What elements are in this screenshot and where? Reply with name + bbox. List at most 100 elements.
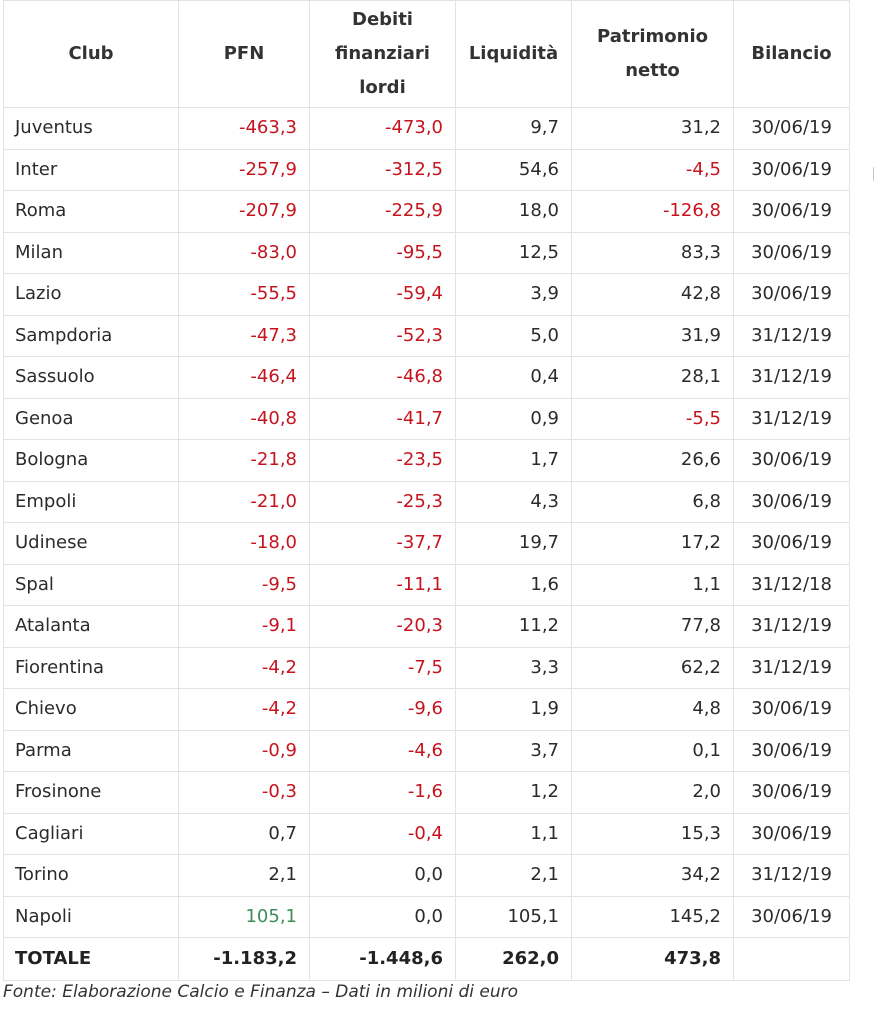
liquidita-value: 1,7 xyxy=(455,439,572,482)
club-name: Frosinone xyxy=(3,771,179,814)
header-debiti-line: finanziari xyxy=(335,43,430,64)
liquidita-value: 4,3 xyxy=(455,480,572,523)
pfn-value: -257,9 xyxy=(178,148,310,191)
liquidita-value: 2,1 xyxy=(455,854,572,897)
pfn-value: -55,5 xyxy=(178,273,310,316)
pfn-value: -40,8 xyxy=(178,397,310,440)
debiti-value: -225,9 xyxy=(309,190,456,233)
pfn-value: -46,4 xyxy=(178,356,310,399)
debiti-value: -20,3 xyxy=(309,605,456,648)
liquidita-value: 3,7 xyxy=(455,729,572,772)
liquidita-value: 1,6 xyxy=(455,563,572,606)
club-name: Cagliari xyxy=(3,812,179,855)
debiti-value: -23,5 xyxy=(309,439,456,482)
club-name: Sampdoria xyxy=(3,314,179,357)
liquidita-value: 11,2 xyxy=(455,605,572,648)
liquidita-value: 0,4 xyxy=(455,356,572,399)
bilancio-date: 31/12/19 xyxy=(733,605,850,648)
patrimonio-value: 1,1 xyxy=(571,563,734,606)
table-row: Udinese -18,0 -37,7 19,7 17,2 30/06/19 xyxy=(3,522,850,565)
debiti-value: -9,6 xyxy=(309,688,456,731)
total-label: TOTALE xyxy=(3,937,179,981)
table-row: Sassuolo -46,4 -46,8 0,4 28,1 31/12/19 xyxy=(3,356,850,399)
club-name: Inter xyxy=(3,148,179,191)
patrimonio-value: 42,8 xyxy=(571,273,734,316)
patrimonio-value: 6,8 xyxy=(571,480,734,523)
total-liquidita: 262,0 xyxy=(455,937,572,981)
club-name: Spal xyxy=(3,563,179,606)
table-row: Torino 2,1 0,0 2,1 34,2 31/12/19 xyxy=(3,854,850,897)
patrimonio-value: 2,0 xyxy=(571,771,734,814)
liquidita-value: 9,7 xyxy=(455,107,572,150)
table-header: Club PFN Debiti finanziari lordi Liquidità Pat… xyxy=(3,0,850,108)
debiti-value: -7,5 xyxy=(309,646,456,689)
bilancio-date: 30/06/19 xyxy=(733,273,850,316)
pfn-value: -21,8 xyxy=(178,439,310,482)
table-body: Juventus -463,3 -473,0 9,7 31,2 30/06/19 Inter… xyxy=(3,107,850,938)
bilancio-date: 30/06/19 xyxy=(733,231,850,274)
pfn-value: 105,1 xyxy=(178,895,310,938)
patrimonio-value: 0,1 xyxy=(571,729,734,772)
table-row: Cagliari 0,7 -0,4 1,1 15,3 30/06/19 xyxy=(3,812,850,855)
table-row: Milan -83,0 -95,5 12,5 83,3 30/06/19 xyxy=(3,231,850,274)
table-row: Frosinone -0,3 -1,6 1,2 2,0 30/06/19 xyxy=(3,771,850,814)
total-row: TOTALE -1.183,2 -1.448,6 262,0 473,8 xyxy=(3,937,850,981)
bilancio-date: 31/12/18 xyxy=(733,563,850,606)
liquidita-value: 19,7 xyxy=(455,522,572,565)
debiti-value: -46,8 xyxy=(309,356,456,399)
club-name: Napoli xyxy=(3,895,179,938)
bilancio-date: 30/06/19 xyxy=(733,148,850,191)
liquidita-value: 1,2 xyxy=(455,771,572,814)
table-row: Empoli -21,0 -25,3 4,3 6,8 30/06/19 xyxy=(3,480,850,523)
bilancio-date: 31/12/19 xyxy=(733,314,850,357)
financial-table-container: Club PFN Debiti finanziari lordi Liquidità Pat… xyxy=(3,0,850,981)
table-row: Fiorentina -4,2 -7,5 3,3 62,2 31/12/19 xyxy=(3,646,850,689)
bilancio-date: 30/06/19 xyxy=(733,439,850,482)
liquidita-value: 3,3 xyxy=(455,646,572,689)
bilancio-date: 30/06/19 xyxy=(733,729,850,772)
debiti-value: -52,3 xyxy=(309,314,456,357)
header-bilancio-line: Bilancio xyxy=(751,43,832,64)
header-debiti: Debiti finanziari lordi xyxy=(309,0,456,108)
bilancio-date: 30/06/19 xyxy=(733,812,850,855)
patrimonio-value: 26,6 xyxy=(571,439,734,482)
header-bilancio: Bilancio xyxy=(733,0,850,108)
total-pfn: -1.183,2 xyxy=(178,937,310,981)
table-row: Roma -207,9 -225,9 18,0 -126,8 30/06/19 xyxy=(3,190,850,233)
debiti-value: -4,6 xyxy=(309,729,456,772)
debiti-value: -312,5 xyxy=(309,148,456,191)
patrimonio-value: 28,1 xyxy=(571,356,734,399)
club-name: Genoa xyxy=(3,397,179,440)
patrimonio-value: -126,8 xyxy=(571,190,734,233)
bilancio-date: 30/06/19 xyxy=(733,190,850,233)
source-caption: Fonte: Elaborazione Calcio e Finanza – D… xyxy=(3,982,519,1002)
bilancio-date: 31/12/19 xyxy=(733,356,850,399)
header-patrimonio-line: Patrimonio xyxy=(597,26,708,47)
debiti-value: -41,7 xyxy=(309,397,456,440)
debiti-value: -0,4 xyxy=(309,812,456,855)
header-pfn: PFN xyxy=(178,0,310,108)
table-row: Lazio -55,5 -59,4 3,9 42,8 30/06/19 xyxy=(3,273,850,316)
total-bilancio xyxy=(733,937,850,981)
header-liquidita-line: Liquidità xyxy=(468,43,559,64)
patrimonio-value: 83,3 xyxy=(571,231,734,274)
patrimonio-value: 145,2 xyxy=(571,895,734,938)
pfn-value: -207,9 xyxy=(178,190,310,233)
club-name: Chievo xyxy=(3,688,179,731)
header-pfn-line: PFN xyxy=(223,43,265,64)
pfn-value: -9,1 xyxy=(178,605,310,648)
table-row: Inter -257,9 -312,5 54,6 -4,5 30/06/19 xyxy=(3,148,850,191)
bilancio-date: 31/12/19 xyxy=(733,397,850,440)
club-name: Atalanta xyxy=(3,605,179,648)
header-debiti-line: lordi xyxy=(359,77,406,98)
bilancio-date: 30/06/19 xyxy=(733,895,850,938)
table-row: Juventus -463,3 -473,0 9,7 31,2 30/06/19 xyxy=(3,107,850,150)
patrimonio-value: 17,2 xyxy=(571,522,734,565)
debiti-value: 0,0 xyxy=(309,854,456,897)
header-debiti-line: Debiti xyxy=(352,9,413,30)
total-patrimonio: 473,8 xyxy=(571,937,734,981)
club-name: Udinese xyxy=(3,522,179,565)
liquidita-value: 0,9 xyxy=(455,397,572,440)
liquidita-value: 18,0 xyxy=(455,190,572,233)
liquidita-value: 105,1 xyxy=(455,895,572,938)
